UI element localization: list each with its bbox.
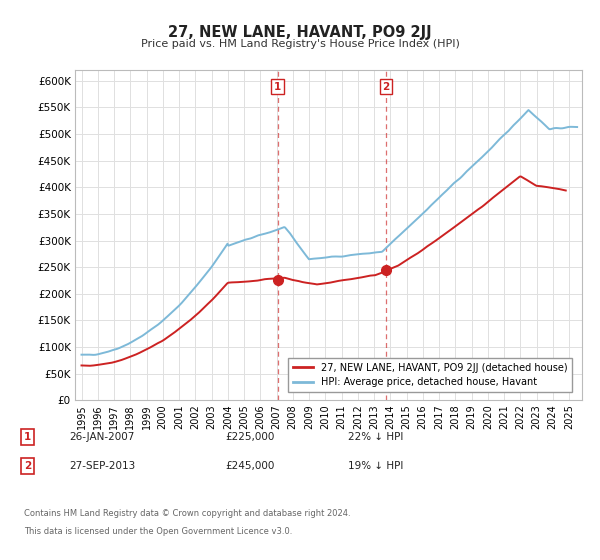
Text: This data is licensed under the Open Government Licence v3.0.: This data is licensed under the Open Gov…	[24, 528, 292, 536]
Legend: 27, NEW LANE, HAVANT, PO9 2JJ (detached house), HPI: Average price, detached hou: 27, NEW LANE, HAVANT, PO9 2JJ (detached …	[289, 358, 572, 392]
Text: 1: 1	[274, 82, 281, 92]
Text: 19% ↓ HPI: 19% ↓ HPI	[348, 461, 403, 471]
Text: 2: 2	[383, 82, 390, 92]
Text: 27, NEW LANE, HAVANT, PO9 2JJ: 27, NEW LANE, HAVANT, PO9 2JJ	[168, 25, 432, 40]
Text: 1: 1	[24, 432, 31, 442]
Text: 22% ↓ HPI: 22% ↓ HPI	[348, 432, 403, 442]
Text: 26-JAN-2007: 26-JAN-2007	[69, 432, 134, 442]
Text: 27-SEP-2013: 27-SEP-2013	[69, 461, 135, 471]
Text: £245,000: £245,000	[225, 461, 274, 471]
Text: 2: 2	[24, 461, 31, 471]
Text: Price paid vs. HM Land Registry's House Price Index (HPI): Price paid vs. HM Land Registry's House …	[140, 39, 460, 49]
Text: £225,000: £225,000	[225, 432, 274, 442]
Text: Contains HM Land Registry data © Crown copyright and database right 2024.: Contains HM Land Registry data © Crown c…	[24, 509, 350, 518]
